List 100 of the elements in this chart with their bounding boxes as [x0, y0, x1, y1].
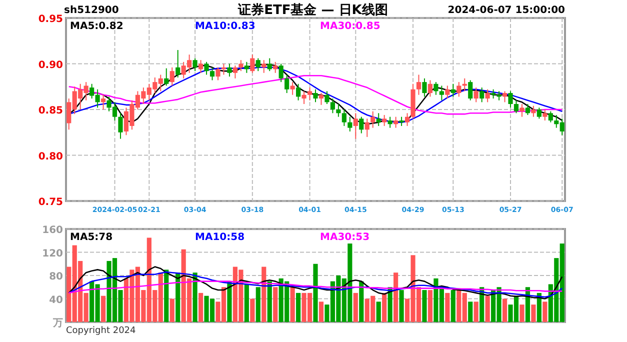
- candlestick: [508, 90, 513, 108]
- candlestick: [382, 114, 387, 126]
- text: MA10:58: [195, 232, 245, 243]
- candlestick: [468, 80, 473, 101]
- bar: [422, 290, 427, 322]
- candlestick: [238, 60, 244, 72]
- candlestick: [176, 50, 180, 78]
- y-tick-label: 0.80: [38, 151, 64, 162]
- candlestick: [548, 110, 553, 123]
- candlestick: [164, 68, 169, 86]
- bar: [520, 304, 524, 322]
- candlestick: [428, 80, 433, 98]
- y-tick-label: 万: [52, 318, 63, 329]
- bar: [399, 290, 404, 322]
- candlestick: [278, 63, 284, 83]
- bar: [428, 290, 433, 322]
- bar: [176, 272, 180, 322]
- candlestick: [531, 105, 536, 118]
- candlestick: [232, 65, 238, 79]
- candlestick: [262, 60, 266, 74]
- bar: [468, 302, 473, 322]
- bar: [359, 281, 364, 322]
- candlestick: [302, 90, 306, 105]
- bar: [318, 302, 324, 322]
- y-tick-label: 0.90: [38, 60, 64, 71]
- candlestick: [273, 61, 278, 74]
- text: Copyright 2024: [66, 326, 136, 336]
- bar: [100, 296, 106, 322]
- candlestick: [536, 107, 542, 120]
- bar: [502, 298, 508, 322]
- candlestick: [491, 88, 496, 100]
- bar: [382, 292, 387, 322]
- text: MA5:78: [70, 232, 113, 243]
- bar: [290, 287, 295, 322]
- y-tick-label: 0.95: [38, 14, 64, 25]
- candlestick: [542, 109, 548, 121]
- candlestick: [313, 88, 318, 103]
- candlestick: [404, 112, 410, 126]
- candlestick: [318, 92, 324, 106]
- bar: [227, 281, 232, 322]
- chart-title: 证券ETF基金 — 日K线图: [237, 3, 388, 18]
- candlestick: [324, 90, 330, 105]
- candlestick: [307, 87, 312, 101]
- candlestick: [210, 66, 215, 81]
- candlestick: [336, 104, 341, 118]
- text: MA30:53: [320, 232, 370, 243]
- bar: [474, 302, 478, 322]
- bar: [256, 287, 260, 322]
- text: MA30:0.85: [320, 21, 380, 32]
- candlestick: [170, 66, 174, 86]
- y-tick-label: 120: [42, 248, 64, 260]
- bar: [164, 270, 169, 322]
- candlestick: [450, 83, 456, 98]
- candlestick: [342, 109, 346, 126]
- candlestick: [502, 90, 508, 103]
- candlestick: [525, 104, 530, 116]
- candlestick: [445, 85, 450, 100]
- candlestick: [192, 58, 198, 72]
- bar: [376, 302, 381, 322]
- candlestick: [296, 83, 301, 101]
- bar: [531, 304, 536, 322]
- candlestick: [256, 58, 260, 72]
- bar: [485, 296, 490, 322]
- candlestick: [520, 104, 524, 118]
- candlestick: [284, 74, 290, 94]
- bar: [313, 264, 318, 322]
- candlestick: [244, 61, 249, 74]
- candlestick: [364, 118, 370, 138]
- candlestick: [250, 54, 255, 74]
- candlestick: [118, 112, 123, 140]
- candlestick: [514, 100, 519, 114]
- y-tick-label: 80: [49, 272, 64, 282]
- bar: [198, 292, 204, 322]
- text: 2024-06-07 15:00:00: [448, 5, 566, 16]
- y-tick-label: 160: [42, 225, 64, 236]
- bar: [244, 284, 249, 322]
- candlestick: [204, 61, 209, 76]
- candlestick: [394, 116, 398, 128]
- candlestick: [348, 116, 352, 132]
- candlestick: [330, 98, 335, 114]
- candlestick: [359, 116, 364, 134]
- candlestick: [456, 82, 462, 98]
- candlestick: [227, 63, 232, 78]
- candlestick: [434, 82, 438, 96]
- text: sh512900: [64, 5, 119, 16]
- y-tick-label: 0.75: [38, 197, 64, 208]
- bar: [542, 302, 548, 322]
- candlestick: [416, 74, 422, 96]
- bar: [296, 292, 301, 322]
- bar: [450, 290, 456, 322]
- y-tick-label: 40: [49, 294, 64, 306]
- candlestick: [100, 94, 106, 110]
- candlestick: [370, 110, 376, 128]
- text: MA5:0.82: [70, 21, 124, 32]
- bar: [445, 292, 450, 322]
- bar: [262, 266, 266, 322]
- candlestick: [376, 112, 381, 126]
- candlestick: [439, 85, 444, 101]
- bar: [353, 292, 358, 322]
- candlestick: [399, 116, 404, 126]
